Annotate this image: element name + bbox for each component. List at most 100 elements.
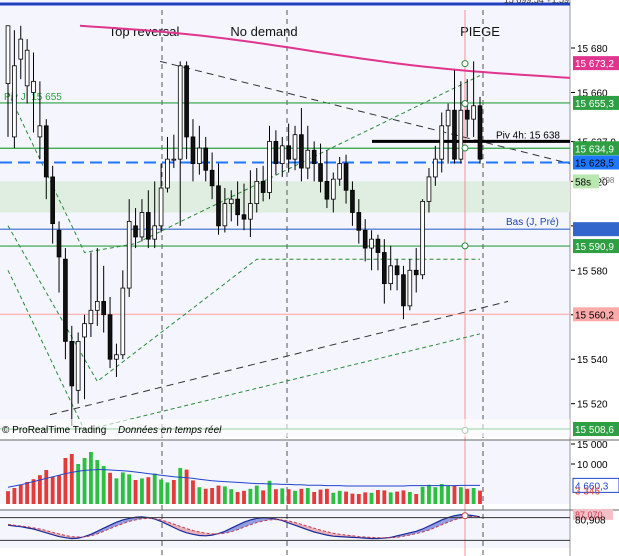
oscillator-pane-bg	[0, 510, 570, 548]
partial-label: 298	[601, 176, 615, 185]
candle-body	[324, 180, 330, 200]
volume-bar	[89, 452, 93, 504]
price-tick-label: 15 680	[577, 44, 608, 55]
volume-bar	[452, 486, 457, 504]
volume-last-label: 3 346	[575, 487, 600, 498]
ma-label-bg	[573, 56, 619, 71]
volume-bar	[159, 479, 163, 504]
candle-body	[75, 341, 81, 391]
candle-body	[477, 105, 483, 160]
candle-body	[267, 140, 272, 193]
candle-body	[260, 180, 266, 193]
volume-bar	[293, 490, 297, 504]
candle-body	[31, 80, 36, 93]
candle-body	[362, 229, 368, 249]
countdown-label: 58s	[575, 177, 591, 188]
candle-body	[37, 125, 43, 138]
volume-bar	[414, 494, 419, 504]
volume-bar	[82, 458, 87, 504]
volume-bar	[57, 475, 61, 504]
volume-bar	[407, 492, 412, 504]
candle-body	[82, 323, 87, 338]
level-label-bg	[573, 307, 619, 322]
oscillator-fill	[110, 522, 117, 529]
volume-bar	[6, 491, 10, 504]
oscillator-label: 80,908	[575, 515, 606, 526]
price-tick-label: 15 660	[577, 88, 608, 99]
volume-tick-label: 15 000	[577, 440, 608, 451]
volume-bar	[439, 484, 444, 504]
volume-bar	[280, 488, 285, 504]
candle-body	[286, 145, 291, 160]
volume-bar	[216, 485, 221, 504]
candle-body	[420, 200, 425, 276]
volume-bar	[37, 475, 42, 504]
volume-bar	[458, 487, 463, 504]
moving-average-line	[79, 24, 571, 79]
top-level-label: 15 699,54 +1.59	[504, 0, 569, 5]
volume-bar	[388, 492, 393, 504]
axis-bg	[570, 0, 619, 556]
candle-body	[184, 65, 189, 138]
annotation-label: No demand	[230, 24, 297, 39]
level-marker	[461, 100, 469, 108]
oscillator-fill	[435, 519, 442, 528]
volume-bar	[178, 468, 183, 504]
candle-body	[452, 109, 457, 160]
oscillator-fill	[295, 522, 302, 528]
volume-bar	[350, 493, 355, 504]
volume-bar	[299, 488, 304, 504]
level-left-text: Piv 4h: 15 638	[496, 130, 560, 141]
volume-bar	[114, 478, 119, 504]
candle-body	[375, 238, 381, 253]
candle-body	[158, 187, 164, 227]
oscillator-label: 87,070	[575, 510, 603, 520]
candle-body	[120, 287, 126, 356]
level-label: 15 628,5	[575, 158, 614, 169]
candle-body	[305, 149, 311, 169]
band-middle	[7, 225, 480, 383]
level-label-bg	[573, 141, 619, 156]
volume-bar	[344, 491, 348, 504]
level-marker	[461, 242, 469, 250]
oscillator-fill	[103, 525, 111, 532]
volume-bar	[50, 476, 55, 504]
candle-body	[394, 265, 400, 276]
volume-bar	[446, 485, 451, 504]
volume-bar	[44, 470, 49, 504]
candle-body	[273, 140, 279, 164]
resistance-trendline	[159, 60, 571, 165]
candle-body	[299, 134, 304, 169]
watermark-brand: © ProRealTime Trading	[2, 425, 106, 436]
oscillator-main-line	[7, 513, 481, 540]
candle-body	[114, 354, 119, 360]
candle-body	[433, 158, 438, 178]
volume-bar	[286, 489, 291, 504]
oscillator-fill	[180, 526, 187, 533]
volume-bar	[433, 487, 438, 504]
oscillator-fill	[307, 526, 315, 532]
volume-bar	[127, 474, 132, 504]
volume-bar	[427, 484, 431, 504]
volume-bar	[120, 472, 125, 504]
candle-body	[56, 229, 62, 258]
volume-bar	[337, 490, 342, 504]
volume-bar	[152, 473, 157, 504]
volume-bar	[267, 480, 272, 504]
volume-ma-label: 4 660,3	[575, 481, 609, 492]
candle-body	[190, 136, 196, 164]
candle-body	[177, 65, 183, 160]
candle-body	[292, 134, 298, 160]
candle-body	[152, 225, 158, 240]
candle-body	[88, 309, 94, 325]
volume-bar	[261, 490, 266, 504]
volume-bar	[401, 490, 406, 504]
volume-bar	[12, 488, 17, 504]
candle-body	[458, 109, 464, 160]
volume-bar	[318, 489, 323, 504]
candle-body	[203, 147, 209, 171]
oscillator-fill	[231, 525, 238, 532]
volume-bar	[273, 489, 278, 504]
volume-bar	[248, 488, 253, 504]
